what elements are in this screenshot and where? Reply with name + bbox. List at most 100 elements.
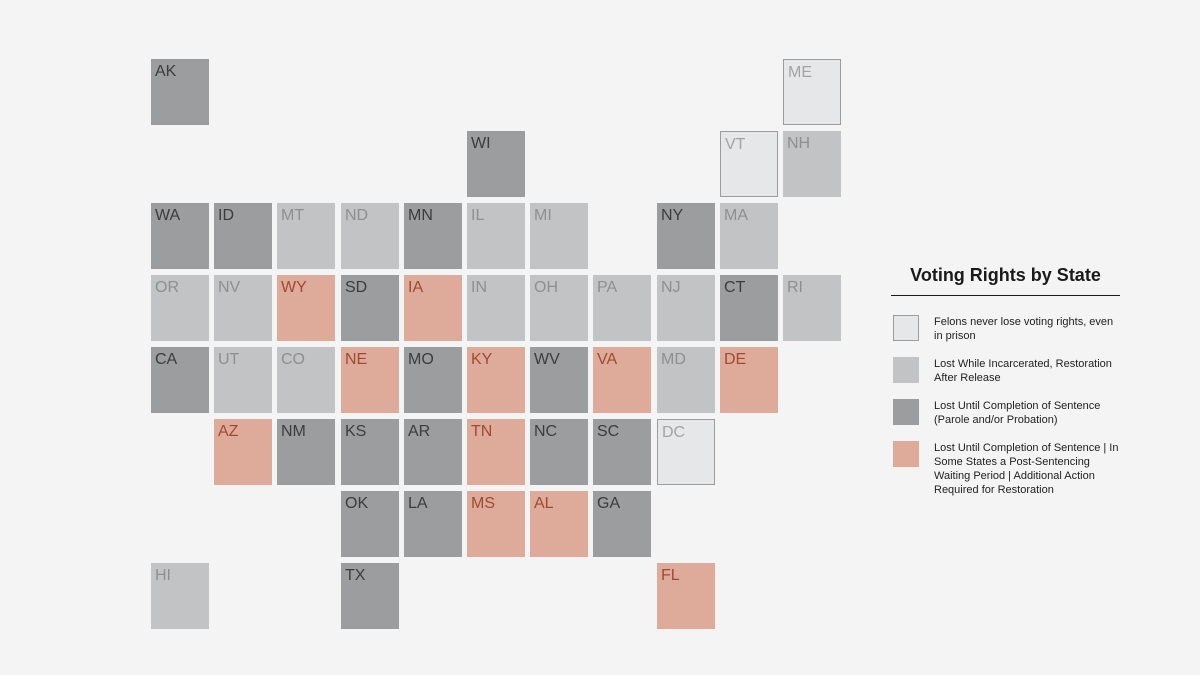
- state-label: CO: [281, 351, 305, 368]
- state-tile-map: AK ME WI VT NH WA ID MT ND MN IL MI NY MA OR NV WY SD IA IN…: [151, 59, 841, 629]
- state-tile-or[interactable]: OR: [151, 275, 209, 341]
- state-tile-mn[interactable]: MN: [404, 203, 462, 269]
- state-tile-sd[interactable]: SD: [341, 275, 399, 341]
- state-label: NH: [787, 135, 811, 152]
- state-tile-wi[interactable]: WI: [467, 131, 525, 197]
- state-label: TX: [345, 567, 366, 584]
- state-label: ME: [788, 64, 812, 81]
- state-label: DE: [724, 351, 747, 368]
- state-tile-va[interactable]: VA: [593, 347, 651, 413]
- state-tile-wy[interactable]: WY: [277, 275, 335, 341]
- legend-label-waiting: Lost Until Completion of Sentence | In S…: [934, 442, 1119, 496]
- state-label: NC: [534, 423, 558, 440]
- state-label: NM: [281, 423, 306, 440]
- state-tile-fl[interactable]: FL: [657, 563, 715, 629]
- state-label: SC: [597, 423, 620, 440]
- state-tile-nc[interactable]: NC: [530, 419, 588, 485]
- state-tile-ma[interactable]: MA: [720, 203, 778, 269]
- state-tile-in[interactable]: IN: [467, 275, 525, 341]
- state-tile-nv[interactable]: NV: [214, 275, 272, 341]
- state-tile-co[interactable]: CO: [277, 347, 335, 413]
- state-tile-wv[interactable]: WV: [530, 347, 588, 413]
- state-label: VT: [725, 136, 746, 153]
- state-label: MI: [534, 207, 552, 224]
- legend-swatch-never: [893, 315, 919, 341]
- state-label: MN: [408, 207, 433, 224]
- state-tile-az[interactable]: AZ: [214, 419, 272, 485]
- state-tile-ar[interactable]: AR: [404, 419, 462, 485]
- state-tile-nm[interactable]: NM: [277, 419, 335, 485]
- state-tile-pa[interactable]: PA: [593, 275, 651, 341]
- state-tile-nd[interactable]: ND: [341, 203, 399, 269]
- state-label: NY: [661, 207, 684, 224]
- state-tile-ne[interactable]: NE: [341, 347, 399, 413]
- legend-label-sentence: Lost Until Completion of Sentence (Parol…: [934, 400, 1101, 426]
- state-label: IN: [471, 279, 487, 296]
- state-label: MO: [408, 351, 434, 368]
- state-label: MA: [724, 207, 748, 224]
- state-tile-me[interactable]: ME: [783, 59, 841, 125]
- state-label: MD: [661, 351, 686, 368]
- legend-label-never: Felons never lose voting rights, even in…: [934, 316, 1114, 342]
- state-tile-md[interactable]: MD: [657, 347, 715, 413]
- state-label: AK: [155, 63, 177, 80]
- state-tile-oh[interactable]: OH: [530, 275, 588, 341]
- state-label: WV: [534, 351, 560, 368]
- state-tile-ga[interactable]: GA: [593, 491, 651, 557]
- legend-label-incarcerated: Lost While Incarcerated, Restoration Aft…: [934, 358, 1112, 384]
- state-tile-tx[interactable]: TX: [341, 563, 399, 629]
- state-tile-de[interactable]: DE: [720, 347, 778, 413]
- state-tile-id[interactable]: ID: [214, 203, 272, 269]
- state-tile-nh[interactable]: NH: [783, 131, 841, 197]
- state-label: KS: [345, 423, 367, 440]
- state-tile-ky[interactable]: KY: [467, 347, 525, 413]
- state-label: OR: [155, 279, 179, 296]
- state-tile-ok[interactable]: OK: [341, 491, 399, 557]
- state-tile-mt[interactable]: MT: [277, 203, 335, 269]
- state-tile-ks[interactable]: KS: [341, 419, 399, 485]
- state-tile-ny[interactable]: NY: [657, 203, 715, 269]
- state-label: TN: [471, 423, 493, 440]
- state-tile-hi[interactable]: HI: [151, 563, 209, 629]
- state-label: OK: [345, 495, 369, 512]
- state-tile-vt[interactable]: VT: [720, 131, 778, 197]
- state-label: NV: [218, 279, 241, 296]
- state-label: HI: [155, 567, 171, 584]
- state-label: IL: [471, 207, 485, 224]
- state-tile-ms[interactable]: MS: [467, 491, 525, 557]
- state-label: AL: [534, 495, 554, 512]
- state-label: SD: [345, 279, 368, 296]
- state-label: NE: [345, 351, 368, 368]
- legend-swatch-waiting: [893, 441, 919, 467]
- legend-title: Voting Rights by State: [891, 262, 1120, 296]
- state-tile-dc[interactable]: DC: [657, 419, 715, 485]
- state-tile-al[interactable]: AL: [530, 491, 588, 557]
- state-tile-tn[interactable]: TN: [467, 419, 525, 485]
- state-tile-la[interactable]: LA: [404, 491, 462, 557]
- state-tile-ri[interactable]: RI: [783, 275, 841, 341]
- state-tile-ia[interactable]: IA: [404, 275, 462, 341]
- state-label: MT: [281, 207, 305, 224]
- state-label: AR: [408, 423, 431, 440]
- state-label: WA: [155, 207, 181, 224]
- state-tile-nj[interactable]: NJ: [657, 275, 715, 341]
- state-tile-il[interactable]: IL: [467, 203, 525, 269]
- state-tile-ut[interactable]: UT: [214, 347, 272, 413]
- state-tile-ak[interactable]: AK: [151, 59, 209, 125]
- state-label: WI: [471, 135, 491, 152]
- state-tile-wa[interactable]: WA: [151, 203, 209, 269]
- state-tile-mo[interactable]: MO: [404, 347, 462, 413]
- state-tile-mi[interactable]: MI: [530, 203, 588, 269]
- state-tile-sc[interactable]: SC: [593, 419, 651, 485]
- state-label: PA: [597, 279, 618, 296]
- state-label: VA: [597, 351, 618, 368]
- state-label: IA: [408, 279, 424, 296]
- state-tile-ct[interactable]: CT: [720, 275, 778, 341]
- state-label: OH: [534, 279, 558, 296]
- state-label: FL: [661, 567, 680, 584]
- state-label: CA: [155, 351, 178, 368]
- state-label: LA: [408, 495, 428, 512]
- state-label: WY: [281, 279, 307, 296]
- state-label: NJ: [661, 279, 681, 296]
- state-tile-ca[interactable]: CA: [151, 347, 209, 413]
